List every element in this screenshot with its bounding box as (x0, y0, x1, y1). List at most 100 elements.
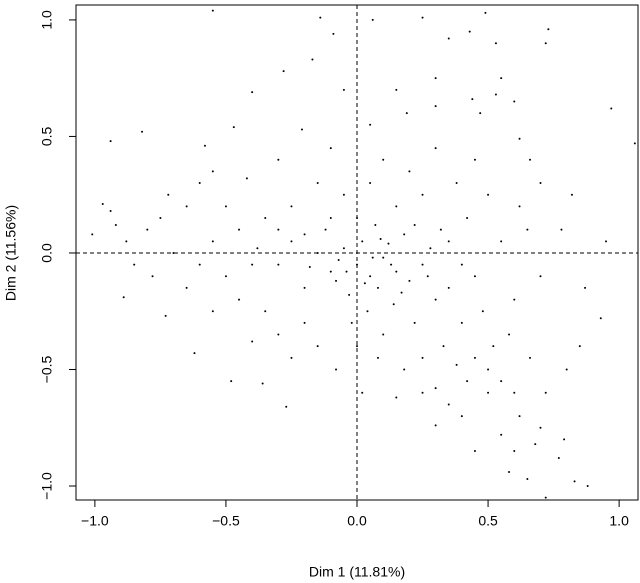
point (421, 16, 424, 19)
point (447, 37, 450, 40)
point (337, 258, 340, 261)
point (371, 18, 374, 21)
point (421, 263, 424, 266)
point (345, 270, 348, 273)
point (473, 158, 476, 161)
point (473, 450, 476, 453)
point (245, 177, 248, 180)
x-tick-label: 0.0 (347, 513, 367, 529)
point (211, 170, 214, 173)
point (356, 263, 358, 266)
point (167, 193, 170, 196)
point (382, 158, 385, 161)
point (251, 340, 254, 343)
point (356, 217, 358, 220)
point (311, 58, 314, 61)
point (605, 240, 608, 243)
point (599, 317, 602, 320)
point (466, 217, 469, 220)
point (447, 403, 450, 406)
point (303, 233, 306, 236)
point (316, 182, 319, 185)
point (232, 126, 235, 129)
point (300, 128, 303, 131)
point (494, 42, 497, 45)
point (460, 263, 463, 266)
point (146, 228, 149, 231)
point (518, 415, 521, 418)
point (290, 240, 293, 243)
point (513, 450, 516, 453)
point (518, 205, 521, 208)
point (405, 112, 408, 115)
point (534, 443, 537, 446)
point (403, 368, 406, 371)
point (198, 263, 201, 266)
point (395, 205, 398, 208)
point (172, 251, 175, 254)
point (481, 310, 484, 313)
point (290, 356, 293, 359)
point (487, 193, 490, 196)
point (539, 182, 542, 185)
point (238, 298, 241, 301)
point (560, 228, 563, 231)
x-axis-title: Dim 1 (11.81%) (309, 564, 405, 580)
point (439, 228, 442, 231)
point (395, 88, 398, 91)
point (376, 286, 379, 289)
point (101, 203, 104, 206)
point (264, 310, 267, 313)
point (369, 123, 372, 126)
point (363, 282, 366, 285)
point (586, 485, 589, 488)
point (471, 98, 474, 101)
point (230, 380, 233, 383)
point (211, 310, 214, 313)
point (544, 42, 547, 45)
point (390, 263, 393, 266)
x-tick-label: 0.5 (478, 513, 498, 529)
point (484, 11, 487, 14)
point (544, 496, 547, 499)
point (335, 279, 338, 282)
point (539, 275, 542, 278)
point (261, 382, 264, 385)
point (133, 263, 136, 266)
point (277, 263, 280, 266)
point (400, 291, 403, 294)
point (473, 275, 476, 278)
point (479, 112, 482, 115)
point (513, 100, 516, 103)
point (361, 240, 364, 243)
x-tick-label: −1.0 (81, 513, 109, 529)
point (395, 270, 398, 273)
point (211, 9, 214, 12)
point (487, 391, 490, 394)
point (342, 88, 345, 91)
point (251, 91, 254, 94)
point (421, 391, 424, 394)
point (434, 77, 437, 80)
point (329, 217, 332, 220)
point (203, 144, 206, 147)
point (329, 147, 332, 150)
point (371, 256, 374, 259)
point (413, 321, 416, 324)
point (324, 228, 327, 231)
point (238, 228, 241, 231)
point (547, 28, 550, 31)
point (460, 415, 463, 418)
point (369, 182, 372, 185)
point (319, 16, 322, 19)
point (539, 426, 542, 429)
point (335, 368, 338, 371)
point (193, 352, 196, 355)
point (468, 30, 471, 33)
point (342, 193, 345, 196)
point (513, 391, 516, 394)
point (395, 396, 398, 399)
point (529, 158, 532, 161)
